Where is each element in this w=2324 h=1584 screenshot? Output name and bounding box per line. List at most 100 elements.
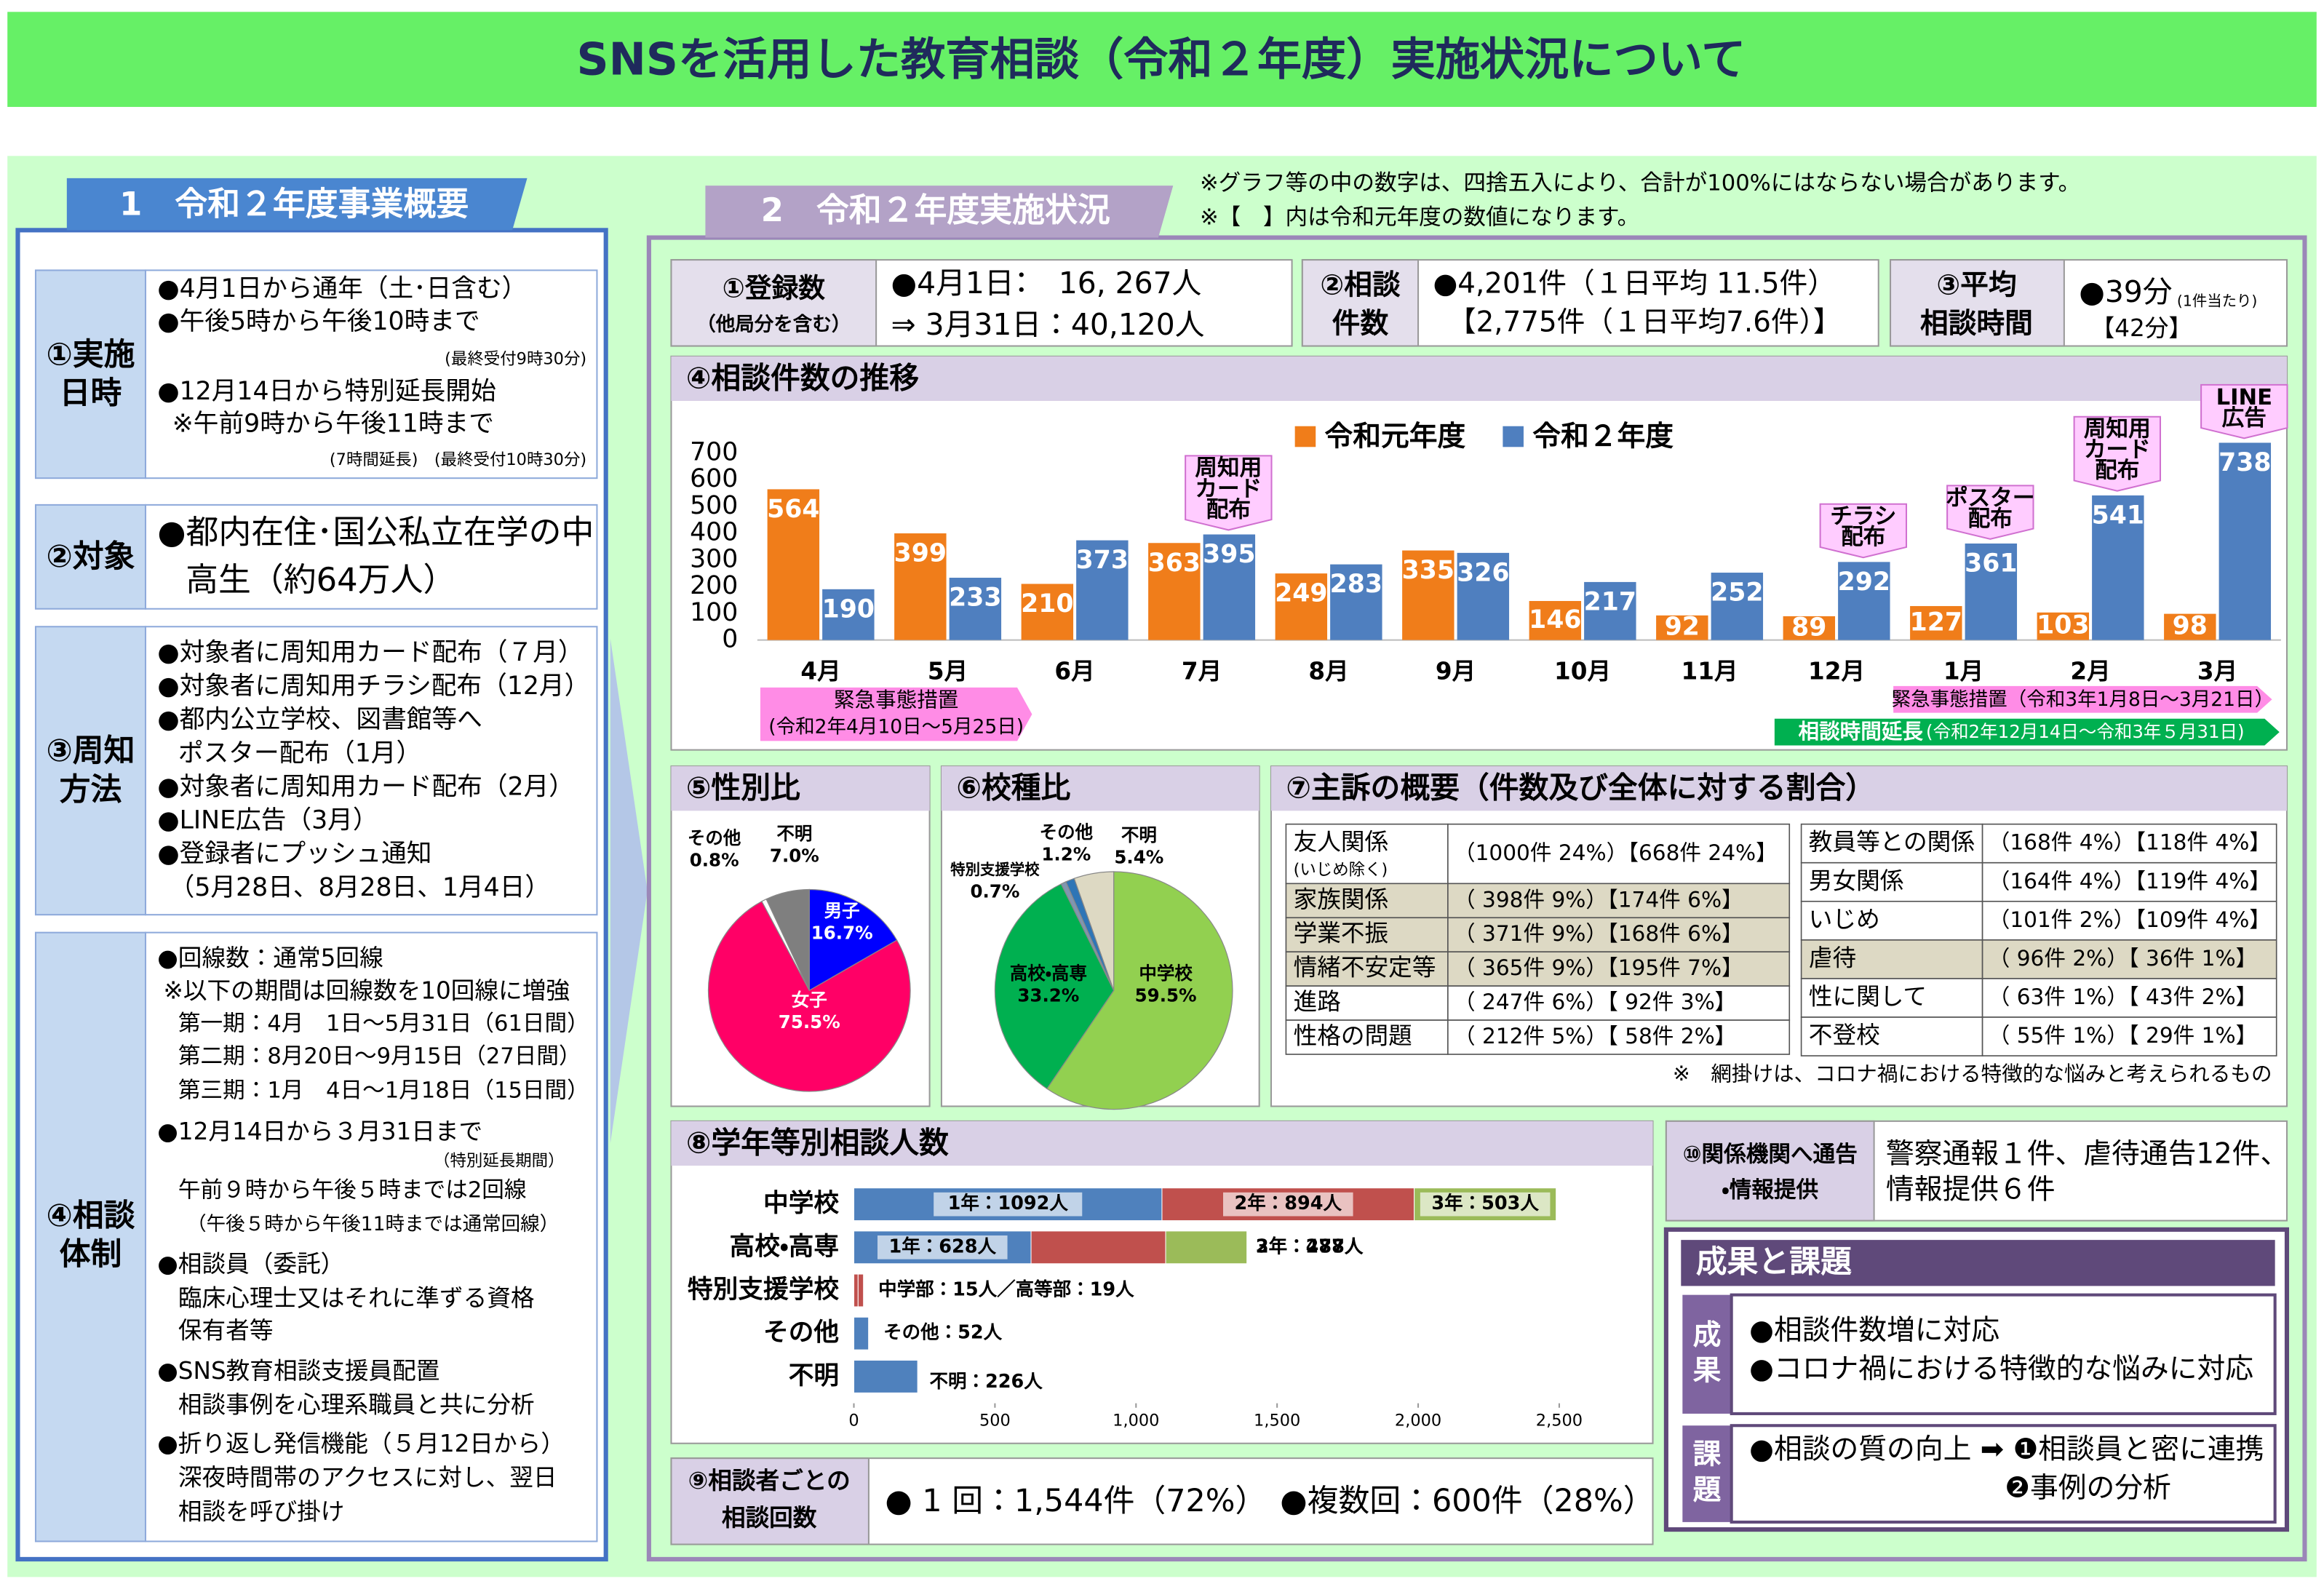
results-label-cell <box>1682 1294 1732 1414</box>
bar <box>1529 600 1582 640</box>
block-line: （午後５時から午後11時までは通常回線） <box>187 1213 559 1235</box>
bar <box>822 589 875 640</box>
block-line: ●都内在住･国公私立在学の中 <box>157 513 594 552</box>
table-value: （ 212件 5%）【 58件 2%】 <box>1454 1024 1736 1048</box>
table-cell <box>1447 917 1791 953</box>
bar <box>894 533 947 640</box>
period-text: (令和2年12月14日～令和3年５月31日) <box>1926 721 2245 742</box>
block-line: 高生（約64万人） <box>186 560 455 599</box>
x-tick-label: 0 <box>848 1412 859 1430</box>
bar-segment <box>1030 1230 1166 1265</box>
segment-label: 2年：477人 <box>1256 1235 1364 1257</box>
bar <box>1148 543 1201 640</box>
x-tick-label: 8月 <box>1308 658 1348 685</box>
bar <box>767 489 820 640</box>
category-label: 中学校 <box>763 1189 839 1218</box>
block-line: ●対象者に周知用カード配布（７月） <box>157 638 583 667</box>
callout-text: 周知用 <box>2084 417 2151 442</box>
panel-heading-band <box>671 766 930 811</box>
period-text: 緊急事態措置 <box>834 687 958 712</box>
bar-value-label: 252 <box>1711 578 1763 608</box>
block-line: 相談を呼び掛け <box>178 1498 345 1526</box>
block-content <box>144 626 598 916</box>
callout-text: チラシ <box>1830 504 1896 530</box>
pie-label: 特別支援学校 <box>950 861 1040 878</box>
pie-value-label: 7.0% <box>770 845 819 867</box>
table-cell <box>1981 978 2277 1018</box>
x-tick-label: 6月 <box>1054 658 1094 685</box>
table-label: 情緒不安定等 <box>1294 954 1436 982</box>
summary-line: ●39分 <box>2079 274 2172 309</box>
pie-value-label: 16.7% <box>811 923 873 944</box>
table-value: （ 55件 1%）【 29件 1%】 <box>1989 1023 2257 1048</box>
counts-label: 相談回数 <box>722 1504 817 1532</box>
block-line: 第一期：4月 1日～5月31日（61日間） <box>178 1011 589 1037</box>
bar <box>1656 615 1708 640</box>
bar-value-label: 98 <box>2173 612 2208 641</box>
block-line: ●対象者に周知用チラシ配布（12月） <box>157 672 589 701</box>
pie-slice <box>1073 871 1115 991</box>
block-label: 方法 <box>60 771 122 808</box>
bar-value-label: 190 <box>822 594 875 624</box>
x-tick-label: 2月 <box>2070 658 2110 685</box>
counts-label: ⑨相談者ごとの <box>688 1467 851 1495</box>
period-text: 相談時間延長 <box>1799 719 1924 744</box>
pie-slice <box>1046 871 1233 1110</box>
summary-label: ②相談 <box>1320 268 1401 301</box>
y-tick-label: 400 <box>690 518 738 547</box>
block-content <box>144 269 598 479</box>
block-line: ●相談員（委託） <box>157 1250 344 1278</box>
bar-value-label: 146 <box>1529 605 1581 634</box>
bar-value-label: 395 <box>1203 540 1255 569</box>
panel-heading: ⑧学年等別相談人数 <box>686 1126 949 1161</box>
section-tab <box>705 186 1174 238</box>
table-cell <box>1800 823 1983 864</box>
flow-arrow <box>610 638 648 1144</box>
table-label: 進路 <box>1294 988 1341 1016</box>
table-cell <box>1285 951 1449 987</box>
period-text: (令和2年4月10日～5月25日) <box>768 716 1024 739</box>
table-value: （ 371件 9%）【168件 6%】 <box>1454 921 1743 946</box>
callout-text: 広告 <box>2222 405 2267 431</box>
pie-slice <box>994 883 1115 1090</box>
bar <box>2218 442 2272 640</box>
pie-label: その他 <box>688 827 741 848</box>
segment-label-bg <box>1420 1192 1551 1217</box>
referrals-label: ・情報提供 <box>1722 1177 1818 1203</box>
segment-label: 1年：628人 <box>889 1235 997 1257</box>
block-line: 相談事例を心理系職員と共に分析 <box>178 1391 535 1419</box>
bar <box>1457 552 1510 640</box>
section-tab <box>66 178 528 231</box>
results-label-cell <box>1682 1425 1732 1522</box>
block-label: ④相談 <box>47 1198 135 1234</box>
bar-value-label: 233 <box>949 584 1001 613</box>
block-line: ●12月14日から３月31日まで <box>157 1118 482 1145</box>
x-tick-label: 1月 <box>1943 658 1983 685</box>
table-cell <box>1447 985 1791 1021</box>
segment-label-bg <box>934 1192 1083 1217</box>
table-label: 家族関係 <box>1294 885 1389 913</box>
period-arrow <box>760 687 1032 741</box>
note: ※【 】内は令和元年度の数値になります。 <box>1200 205 1639 231</box>
x-tick-label: 1,000 <box>1113 1412 1159 1430</box>
category-label: 不明 <box>789 1361 839 1390</box>
x-tick-label: 3月 <box>2197 658 2237 685</box>
page-title: SNSを活用した教育相談（令和２年度）実施状況について <box>577 33 1746 85</box>
x-tick-label: 2,000 <box>1395 1412 1441 1430</box>
counts-line: ● 1 回：1,544件（72%） <box>885 1483 1266 1519</box>
bar-value-label: 89 <box>1791 613 1826 642</box>
summary-label: 件数 <box>1332 307 1389 340</box>
block-line: 第三期：1月 4日～1月18日（15日間） <box>178 1078 589 1104</box>
block-line: 保有者等 <box>178 1317 274 1345</box>
bar <box>1402 550 1455 640</box>
bar <box>2092 495 2144 640</box>
block-line: ●4月1日から通年（土･日含む） <box>157 274 527 303</box>
callout-text: 配布 <box>1206 497 1251 522</box>
callout-text: 配布 <box>1841 525 1885 550</box>
panel-heading: ⑤性別比 <box>686 771 800 805</box>
table-cell <box>1447 951 1791 987</box>
bar <box>1711 573 1764 640</box>
x-tick-label: 10月 <box>1554 658 1611 685</box>
x-tick-label: 1,500 <box>1254 1412 1300 1430</box>
callout-text: 配布 <box>2095 458 2139 484</box>
